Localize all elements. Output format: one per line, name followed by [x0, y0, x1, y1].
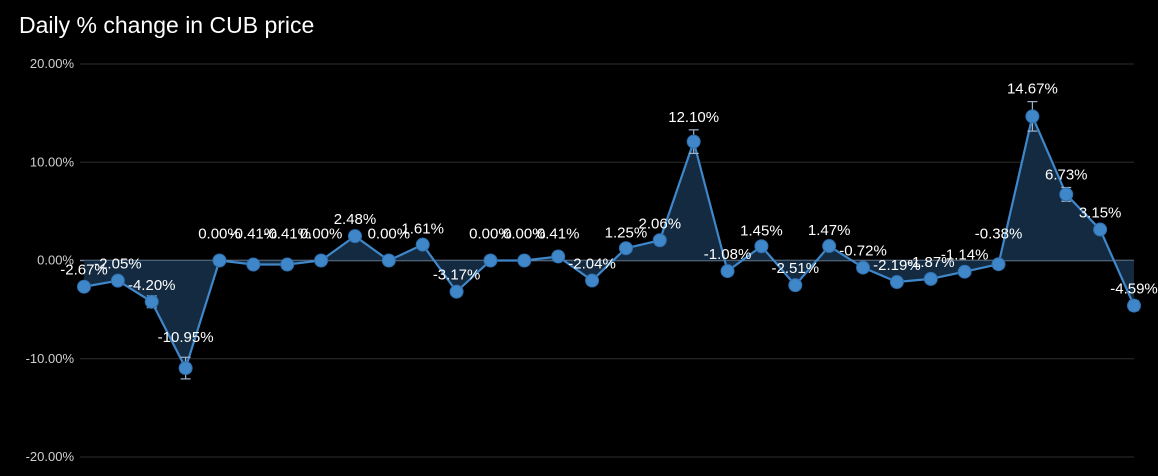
data-point[interactable]	[754, 239, 769, 254]
data-point[interactable]	[1025, 109, 1040, 124]
y-tick-label: -20.00%	[26, 449, 75, 464]
data-point[interactable]	[449, 284, 464, 299]
data-point[interactable]	[923, 271, 938, 286]
data-point[interactable]	[618, 241, 633, 256]
chart-title: Daily % change in CUB price	[19, 12, 315, 38]
data-label: -2.04%	[568, 256, 616, 273]
data-label: -4.59%	[1110, 281, 1158, 298]
data-point[interactable]	[686, 134, 701, 149]
y-tick-label: 10.00%	[30, 154, 75, 169]
data-point[interactable]	[957, 264, 972, 279]
y-tick-label: -10.00%	[26, 351, 75, 366]
data-label: 0.41%	[537, 226, 580, 243]
data-label: -0.41%	[230, 226, 278, 243]
data-label: -2.67%	[60, 262, 108, 279]
data-point[interactable]	[246, 257, 261, 272]
data-label: 3.15%	[1079, 205, 1122, 222]
data-label: -2.05%	[94, 256, 142, 273]
data-point[interactable]	[788, 278, 803, 293]
data-label: -2.51%	[772, 260, 820, 277]
data-label: -4.20%	[128, 277, 176, 294]
data-label: -2.19%	[873, 257, 921, 274]
data-label: 1.61%	[401, 221, 444, 238]
data-point[interactable]	[77, 279, 91, 294]
data-label: 0.00%	[503, 226, 546, 243]
data-point[interactable]	[110, 273, 125, 288]
data-label: -1.08%	[704, 246, 752, 263]
data-point[interactable]	[178, 361, 193, 376]
data-point[interactable]	[585, 273, 600, 288]
area-fill	[84, 116, 1134, 369]
data-point[interactable]	[517, 253, 532, 268]
data-point[interactable]	[856, 260, 871, 275]
data-point[interactable]	[1093, 222, 1108, 237]
data-label: 0.00%	[300, 226, 343, 243]
data-point[interactable]	[415, 237, 430, 252]
data-label: 2.48%	[334, 211, 377, 228]
data-point[interactable]	[483, 253, 498, 268]
data-point[interactable]	[551, 249, 566, 264]
data-label: 6.73%	[1045, 167, 1088, 184]
data-point[interactable]	[144, 294, 159, 309]
data-point[interactable]	[1127, 298, 1141, 313]
data-point[interactable]	[347, 229, 362, 244]
data-point[interactable]	[280, 257, 295, 272]
data-label: 0.00%	[469, 226, 512, 243]
data-label: -1.14%	[941, 247, 989, 264]
data-label: 1.45%	[740, 222, 783, 239]
data-point[interactable]	[1059, 187, 1074, 202]
data-label: -3.17%	[433, 267, 481, 284]
data-label: -0.72%	[839, 243, 887, 260]
y-tick-label: 20.00%	[30, 56, 75, 71]
data-label: -10.95%	[158, 329, 214, 346]
data-label: 1.25%	[605, 224, 648, 241]
y-tick-label: 0.00%	[37, 253, 74, 268]
data-point[interactable]	[381, 253, 396, 268]
data-point[interactable]	[212, 253, 227, 268]
data-label: 1.47%	[808, 222, 851, 239]
data-point[interactable]	[720, 264, 735, 279]
data-point[interactable]	[889, 275, 904, 290]
data-label: 2.06%	[639, 215, 682, 232]
data-label: -0.41%	[263, 226, 311, 243]
data-label: 0.00%	[368, 226, 411, 243]
data-point[interactable]	[314, 253, 329, 268]
data-point[interactable]	[652, 233, 667, 248]
data-label: -0.38%	[975, 226, 1023, 243]
data-label: 0.00%	[198, 226, 241, 243]
data-point[interactable]	[991, 257, 1006, 272]
data-label: 12.10%	[668, 109, 719, 126]
data-label: 14.67%	[1007, 81, 1058, 98]
data-point[interactable]	[822, 239, 837, 254]
data-label: -1.87%	[907, 254, 955, 271]
